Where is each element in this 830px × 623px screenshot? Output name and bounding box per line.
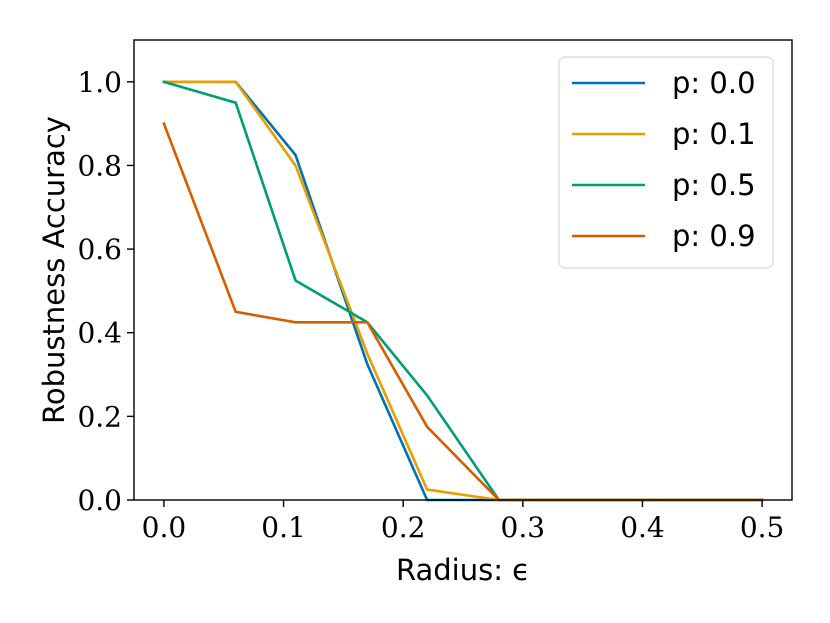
x-tick-label: 0.4 [620, 511, 665, 544]
x-axis-ticks: 0.0 0.1 0.2 0.3 0.4 0.5 [142, 500, 785, 544]
legend-label-2: p: 0.5 [672, 168, 756, 202]
legend-label-0: p: 0.0 [672, 66, 756, 100]
y-tick-label: 1.0 [77, 66, 122, 99]
y-axis-ticks: 0.0 0.2 0.4 0.6 0.8 1.0 [77, 66, 134, 517]
legend: p: 0.0 p: 0.1 p: 0.5 p: 0.9 [558, 56, 774, 269]
y-tick-label: 0.2 [77, 400, 122, 433]
legend-label-1: p: 0.1 [672, 117, 756, 151]
y-tick-label: 0.4 [77, 317, 122, 350]
y-tick-label: 0.6 [77, 233, 122, 266]
x-tick-label: 0.5 [740, 511, 785, 544]
x-tick-label: 0.3 [501, 511, 546, 544]
y-tick-label: 0.8 [77, 149, 122, 182]
x-tick-label: 0.2 [381, 511, 426, 544]
legend-box [558, 56, 774, 269]
y-axis-label: Robustness Accuracy [37, 116, 71, 424]
legend-label-3: p: 0.9 [672, 219, 756, 253]
y-tick-label: 0.0 [77, 484, 122, 517]
plot-frame [133, 39, 793, 501]
x-tick-label: 0.1 [261, 511, 306, 544]
x-axis-label: Radius: ϵ [396, 553, 530, 587]
x-tick-label: 0.0 [142, 511, 187, 544]
